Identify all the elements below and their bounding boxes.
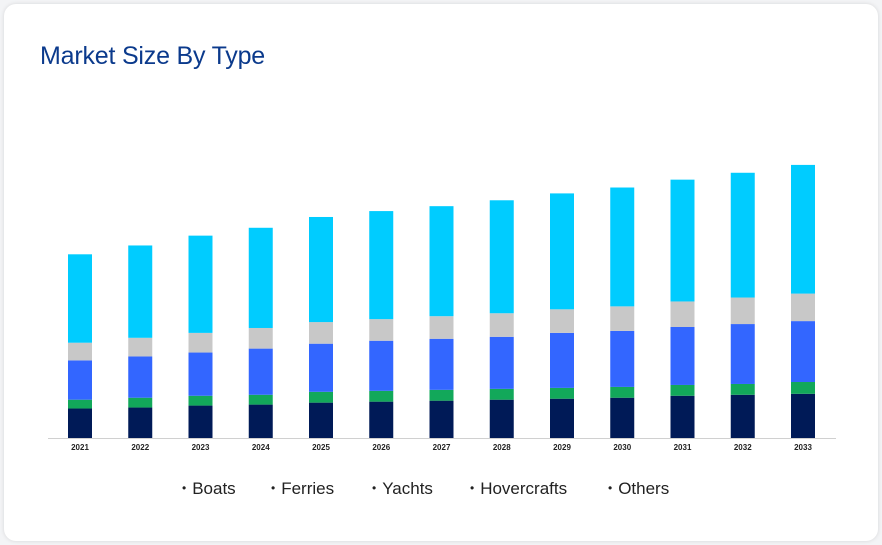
bar-segment-others-2021	[68, 254, 92, 343]
bar-segment-yachts-2021	[68, 360, 92, 400]
bar-segment-yachts-2032	[730, 324, 755, 384]
x-tick-label: 2024	[252, 443, 270, 452]
bar-segment-yachts-2026	[369, 340, 394, 391]
bar-segment-others-2032	[730, 172, 755, 298]
bar-segment-hovercrafts-2024	[248, 327, 273, 349]
bar-segment-yachts-2031	[670, 327, 695, 385]
legend-item-ferries: • Ferries	[271, 479, 334, 499]
bar-segment-ferries-2032	[730, 383, 755, 395]
bar-segment-boats-2027	[429, 400, 454, 438]
bar-segment-yachts-2025	[309, 343, 333, 392]
x-tick-label: 2027	[433, 443, 451, 452]
bar-segment-others-2027	[429, 206, 454, 317]
legend-label: Ferries	[281, 479, 335, 498]
x-tick-label: 2032	[734, 443, 752, 452]
x-tick-label: 2031	[674, 443, 692, 452]
bar-segment-others-2025	[309, 216, 333, 323]
bar-segment-others-2029	[550, 193, 574, 310]
bar-segment-others-2028	[489, 200, 514, 314]
bar-segment-hovercrafts-2027	[429, 316, 454, 339]
x-tick-label: 2025	[312, 443, 330, 452]
bar-segment-others-2024	[248, 227, 273, 328]
legend-item-yachts: • Yachts	[372, 479, 433, 499]
bar-segment-boats-2024	[248, 404, 273, 438]
bar-segment-yachts-2029	[550, 332, 574, 388]
bar-segment-ferries-2033	[791, 382, 815, 394]
x-tick-label: 2022	[131, 443, 149, 452]
bar-segment-yachts-2022	[128, 356, 153, 398]
x-tick-label: 2021	[71, 443, 89, 452]
bar-segment-ferries-2024	[248, 394, 273, 405]
bar-segment-boats-2026	[369, 401, 394, 438]
x-tick-label: 2026	[372, 443, 390, 452]
bar-segment-others-2022	[128, 245, 153, 338]
bar-segment-boats-2029	[550, 398, 574, 438]
bar-segment-hovercrafts-2031	[670, 301, 695, 327]
bar-segment-hovercrafts-2026	[369, 319, 394, 341]
bar-segment-yachts-2030	[610, 330, 635, 387]
bar-segment-ferries-2022	[128, 397, 153, 408]
x-tick-label: 2023	[192, 443, 210, 452]
bar-segment-boats-2032	[730, 394, 755, 438]
bar-segment-others-2026	[369, 211, 394, 320]
bar-segment-hovercrafts-2022	[128, 337, 153, 357]
bar-segment-boats-2033	[791, 393, 815, 438]
bar-segment-boats-2021	[68, 408, 92, 438]
x-tick-label: 2029	[553, 443, 571, 452]
bar-segment-yachts-2024	[248, 348, 273, 395]
legend-item-boats: • Boats	[182, 479, 236, 499]
bar-segment-ferries-2029	[550, 387, 574, 399]
bar-segment-hovercrafts-2029	[550, 309, 574, 333]
legend-label: Yachts	[382, 479, 433, 498]
bar-segment-hovercrafts-2023	[188, 332, 213, 353]
x-tick-label: 2030	[613, 443, 631, 452]
bar-segment-boats-2023	[188, 405, 213, 438]
bar-segment-boats-2025	[309, 402, 333, 438]
bar-segment-boats-2030	[610, 397, 635, 438]
bar-segment-yachts-2033	[791, 321, 815, 382]
bullet-icon: •	[372, 481, 377, 495]
bar-segment-ferries-2021	[68, 399, 92, 409]
bullet-icon: •	[470, 481, 475, 495]
bar-segment-yachts-2027	[429, 338, 454, 390]
bar-segment-yachts-2023	[188, 352, 213, 396]
legend-label: Others	[618, 479, 670, 498]
bar-segment-ferries-2025	[309, 391, 333, 403]
bar-segment-boats-2022	[128, 407, 153, 438]
x-tick-label: 2033	[794, 443, 812, 452]
bar-segment-ferries-2030	[610, 386, 635, 398]
bar-segment-hovercrafts-2032	[730, 297, 755, 325]
legend-label: Hovercrafts	[480, 479, 568, 498]
bar-segment-others-2030	[610, 187, 635, 307]
bar-segment-ferries-2023	[188, 395, 213, 406]
bar-segment-hovercrafts-2021	[68, 342, 92, 361]
bar-segment-hovercrafts-2028	[489, 313, 514, 337]
bar-segment-yachts-2028	[489, 336, 514, 389]
legend-item-others: • Others	[608, 479, 669, 499]
bar-segment-hovercrafts-2030	[610, 306, 635, 331]
chart-legend: • Boats • Ferries • Yachts • Hovercrafts • Others	[0, 479, 870, 501]
bar-segment-others-2023	[188, 235, 213, 333]
bullet-icon: •	[182, 481, 187, 495]
bar-segment-ferries-2031	[670, 384, 695, 396]
bullet-icon: •	[271, 481, 276, 495]
bar-segment-boats-2028	[489, 399, 514, 438]
bar-segment-hovercrafts-2025	[309, 322, 333, 344]
x-tick-label: 2028	[493, 443, 511, 452]
bullet-icon: •	[608, 481, 613, 495]
bar-segment-ferries-2028	[489, 388, 514, 400]
bar-segment-boats-2031	[670, 395, 695, 438]
chart-title: Market Size By Type	[40, 42, 265, 70]
legend-label: Boats	[192, 479, 236, 498]
bar-segment-ferries-2027	[429, 389, 454, 401]
bar-segment-others-2033	[791, 164, 815, 294]
bar-segment-hovercrafts-2033	[791, 293, 815, 322]
bar-segment-ferries-2026	[369, 390, 394, 402]
bar-segment-others-2031	[670, 179, 695, 302]
legend-item-hovercrafts: • Hovercrafts	[470, 479, 567, 499]
